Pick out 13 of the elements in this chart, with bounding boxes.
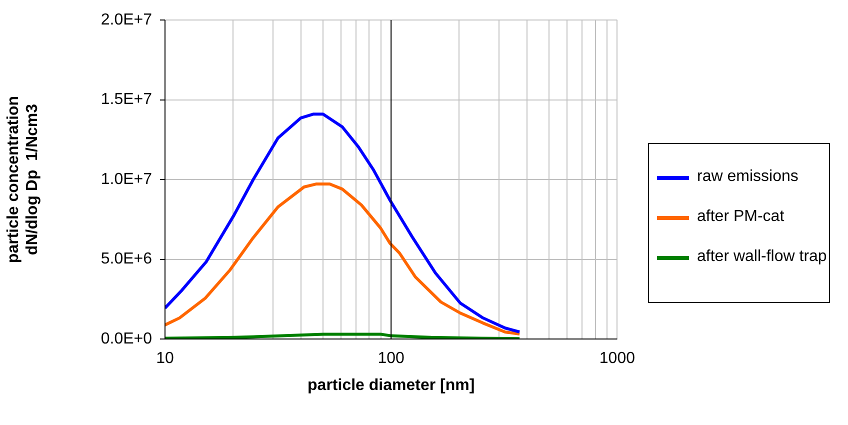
legend-label: raw emissions xyxy=(697,168,798,186)
y-tick-label: 5.0E+6 xyxy=(100,250,152,268)
legend-label: after wall-flow trap xyxy=(697,248,827,266)
x-axis-title: particle diameter [nm] xyxy=(308,376,475,394)
y-tick-label: 1.5E+7 xyxy=(100,91,152,108)
x-tick-label: 1000 xyxy=(599,350,636,368)
y-axis-title: particle concentration dN/dlog Dp 1/Ncm3 xyxy=(5,96,42,264)
x-tick-label: 100 xyxy=(378,350,405,368)
x-tick-label: 10 xyxy=(156,350,174,368)
y-tick-label: 1.0E+7 xyxy=(100,170,152,188)
y-tick-label: 2.0E+7 xyxy=(100,11,152,28)
y-tick-label: 0.0E+0 xyxy=(100,330,152,348)
legend-label: after PM-cat xyxy=(697,208,784,226)
